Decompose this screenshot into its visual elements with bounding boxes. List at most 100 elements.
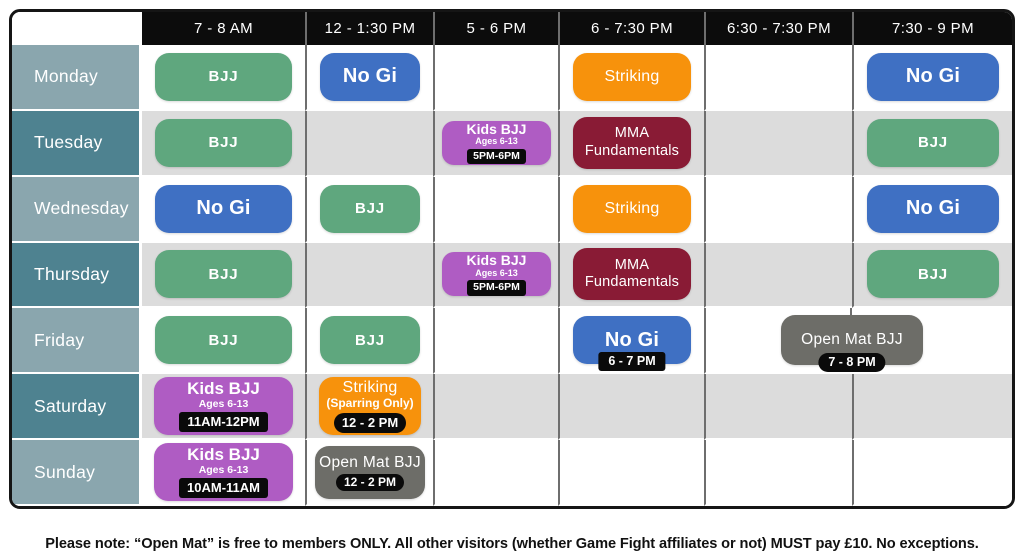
class-title: Kids BJJ bbox=[187, 379, 260, 399]
schedule-cell bbox=[433, 176, 558, 243]
class-title: Open Mat BJJ bbox=[319, 453, 421, 471]
class-title: Striking bbox=[604, 199, 660, 217]
schedule-cell: Kids BJJ Ages 6-13 11AM-12PM bbox=[142, 374, 305, 441]
class-pill-bjj: BJJ bbox=[867, 118, 999, 167]
schedule-cell bbox=[852, 440, 1012, 506]
class-time-badge: 10AM-11AM bbox=[179, 477, 268, 499]
header-corner-cell bbox=[12, 12, 142, 45]
class-pill-openmat: Open Mat BJJ 12 - 2 PM bbox=[315, 445, 425, 499]
class-title: Striking bbox=[604, 67, 660, 85]
class-pill-nogi: No Gi bbox=[867, 184, 999, 233]
class-title: No Gi bbox=[342, 65, 398, 88]
class-pill-striking: Striking (Sparring Only) 12 - 2 PM bbox=[319, 377, 421, 436]
class-time-badge: 5PM-6PM bbox=[467, 280, 526, 296]
schedule-cell: BJJ bbox=[142, 110, 305, 177]
schedule-cell: BJJ bbox=[852, 242, 1012, 309]
class-pill-kids: Kids BJJ Ages 6-13 5PM-6PM bbox=[442, 120, 551, 165]
schedule-cell bbox=[305, 242, 433, 309]
class-title-line2: Fundamentals bbox=[584, 142, 680, 159]
class-title: Striking bbox=[342, 379, 398, 397]
schedule-cell: No Gi bbox=[142, 176, 305, 243]
time-slot-header: 6:30 - 7:30 PM bbox=[704, 12, 852, 45]
class-pill-nogi: No Gi bbox=[320, 52, 420, 101]
class-time-badge: 11AM-12PM bbox=[179, 412, 268, 433]
class-title: Kids BJJ bbox=[187, 444, 260, 464]
class-title: BJJ bbox=[208, 68, 239, 86]
time-slot-header: 6 - 7:30 PM bbox=[558, 12, 704, 45]
class-time-badge: 12 - 2 PM bbox=[333, 412, 407, 434]
schedule-cell: Open Mat BJJ 7 - 8 PM bbox=[704, 308, 1012, 375]
class-title: BJJ bbox=[208, 331, 239, 349]
schedule-cell: BJJ bbox=[142, 45, 305, 111]
class-pill-nogi: No Gi bbox=[155, 184, 292, 233]
schedule-cell: Striking bbox=[558, 45, 704, 111]
class-pill-bjj: BJJ bbox=[867, 250, 999, 299]
schedule-cell bbox=[704, 45, 852, 111]
class-subtitle: Ages 6-13 bbox=[475, 136, 518, 147]
class-title: No Gi bbox=[604, 328, 660, 351]
schedule-cell: Kids BJJ Ages 6-13 5PM-6PM bbox=[433, 110, 558, 177]
schedule-cell bbox=[704, 176, 852, 243]
class-subtitle: Ages 6-13 bbox=[198, 463, 249, 476]
schedule-cell: Kids BJJ Ages 6-13 10AM-11AM bbox=[142, 440, 305, 506]
schedule-cell: MMA Fundamentals bbox=[558, 110, 704, 177]
class-title: BJJ bbox=[208, 265, 239, 283]
class-subtitle: Ages 6-13 bbox=[475, 268, 518, 279]
class-pill-mma: MMA Fundamentals bbox=[573, 116, 691, 169]
schedule-cell: BJJ bbox=[142, 242, 305, 309]
schedule-cell: Striking (Sparring Only) 12 - 2 PM bbox=[305, 374, 433, 441]
class-pill-bjj: BJJ bbox=[155, 250, 292, 299]
class-title: Kids BJJ bbox=[466, 252, 527, 269]
schedule-cell bbox=[558, 440, 704, 506]
schedule-cell bbox=[852, 374, 1012, 441]
class-pill-bjj: BJJ bbox=[320, 316, 420, 365]
class-title: BJJ bbox=[355, 331, 385, 349]
class-time-badge: 7 - 8 PM bbox=[818, 352, 886, 373]
schedule-cell bbox=[704, 440, 852, 506]
class-subtitle: (Sparring Only) bbox=[326, 396, 414, 411]
class-pill-mma: MMA Fundamentals bbox=[573, 248, 691, 301]
schedule-cell bbox=[305, 110, 433, 177]
class-title: Open Mat BJJ bbox=[801, 331, 903, 349]
schedule-cell: BJJ bbox=[305, 308, 433, 375]
class-title: No Gi bbox=[905, 65, 961, 88]
schedule-cell bbox=[704, 110, 852, 177]
time-slot-header: 7:30 - 9 PM bbox=[852, 12, 1012, 45]
schedule-cell: BJJ bbox=[305, 176, 433, 243]
schedule-cell: BJJ bbox=[142, 308, 305, 375]
day-label: Friday bbox=[12, 308, 142, 375]
day-label: Monday bbox=[12, 45, 142, 111]
class-pill-bjj: BJJ bbox=[155, 118, 292, 167]
time-slot-header: 5 - 6 PM bbox=[433, 12, 558, 45]
class-pill-kids: Kids BJJ Ages 6-13 11AM-12PM bbox=[154, 377, 293, 436]
day-label: Thursday bbox=[12, 242, 142, 309]
class-title: BJJ bbox=[918, 265, 948, 283]
schedule-cell bbox=[433, 374, 558, 441]
schedule-cell bbox=[433, 45, 558, 111]
time-slot-header: 12 - 1:30 PM bbox=[305, 12, 433, 45]
class-time-badge: 6 - 7 PM bbox=[598, 351, 666, 372]
schedule-cell: Open Mat BJJ 12 - 2 PM bbox=[305, 440, 433, 506]
day-label: Tuesday bbox=[12, 110, 142, 177]
schedule-cell bbox=[704, 242, 852, 309]
class-title: MMA bbox=[614, 256, 650, 273]
day-label: Sunday bbox=[12, 440, 142, 506]
time-slot-header: 7 - 8 AM bbox=[142, 12, 305, 45]
class-time-badge: 12 - 2 PM bbox=[335, 473, 405, 491]
schedule-cell bbox=[704, 374, 852, 441]
class-pill-striking: Striking bbox=[573, 52, 691, 101]
class-pill-nogi: No Gi bbox=[867, 52, 999, 101]
class-title: No Gi bbox=[905, 197, 961, 220]
schedule-cell: Striking bbox=[558, 176, 704, 243]
schedule-cell: MMA Fundamentals bbox=[558, 242, 704, 309]
schedule-cell bbox=[433, 440, 558, 506]
schedule-cell: No Gi bbox=[852, 176, 1012, 243]
class-title-line2: Fundamentals bbox=[584, 274, 680, 291]
class-time-badge: 5PM-6PM bbox=[467, 148, 526, 164]
class-title: MMA bbox=[614, 125, 650, 142]
class-title: BJJ bbox=[918, 134, 948, 152]
class-title: No Gi bbox=[196, 197, 251, 220]
class-title: BJJ bbox=[208, 134, 239, 152]
day-label: Wednesday bbox=[12, 176, 142, 243]
class-pill-kids: Kids BJJ Ages 6-13 5PM-6PM bbox=[442, 252, 551, 297]
